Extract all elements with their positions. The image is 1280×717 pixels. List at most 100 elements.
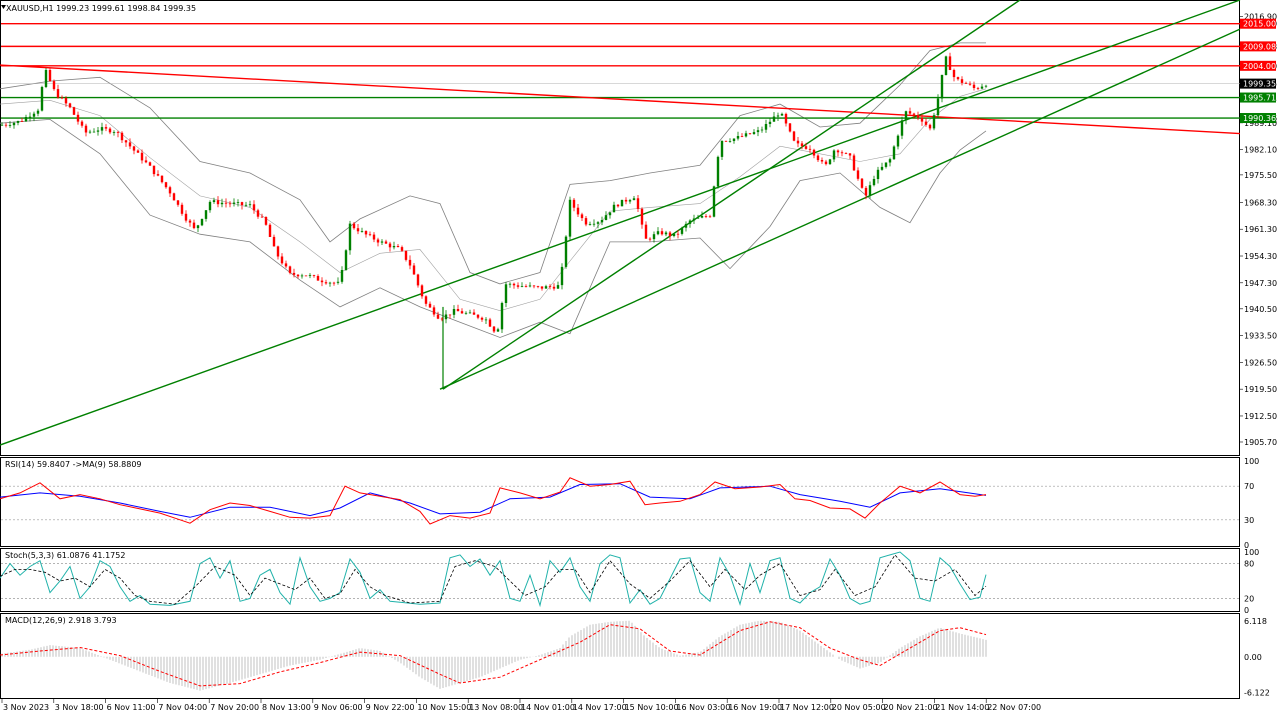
candle-bull bbox=[508, 283, 512, 285]
candle-bull bbox=[932, 115, 936, 129]
candle-bear bbox=[580, 214, 584, 219]
chart-header: XAUUSD,H1 1999.23 1999.61 1998.84 1999.3… bbox=[6, 4, 196, 13]
candle-bull bbox=[560, 266, 564, 286]
candle-bear bbox=[184, 213, 188, 221]
candle-bear bbox=[84, 125, 88, 133]
header-dropdown-icon[interactable] bbox=[1, 5, 6, 9]
candle-bear bbox=[164, 182, 168, 188]
candle-bear bbox=[116, 132, 120, 133]
candle-bear bbox=[836, 150, 840, 153]
candle-bear bbox=[80, 121, 84, 126]
trendlines bbox=[0, 0, 1241, 446]
candle-bear bbox=[792, 131, 796, 141]
rsi-ma-line bbox=[0, 483, 987, 518]
candle-bull bbox=[248, 204, 252, 206]
candle-bear bbox=[956, 77, 960, 80]
time-tick-label: 22 Nov 07:00 bbox=[987, 703, 1041, 712]
candle-bear bbox=[804, 146, 808, 149]
candle-bull bbox=[652, 234, 656, 240]
rsi-tick-label: 70 bbox=[1244, 482, 1254, 491]
candle-bear bbox=[548, 286, 552, 287]
candle-bear bbox=[20, 121, 24, 122]
candle-bear bbox=[640, 208, 644, 225]
candle-bear bbox=[576, 207, 580, 215]
candle-bull bbox=[100, 127, 104, 131]
candle-bear bbox=[840, 152, 844, 154]
candle-bull bbox=[904, 111, 908, 121]
candle-bear bbox=[280, 256, 284, 264]
candle-bear bbox=[476, 314, 480, 318]
candle-bear bbox=[460, 311, 464, 314]
macd-tick-label: 6.118 bbox=[1244, 617, 1267, 626]
candle-bear bbox=[820, 160, 824, 162]
candle-bear bbox=[908, 111, 912, 114]
candle-bull bbox=[96, 130, 100, 132]
candle-bull bbox=[680, 227, 684, 234]
candle-bear bbox=[316, 276, 320, 281]
candle-bear bbox=[748, 133, 752, 135]
candle-bear bbox=[856, 170, 860, 179]
candle-bear bbox=[76, 114, 80, 122]
candle-bull bbox=[12, 122, 16, 126]
candle-bear bbox=[396, 246, 400, 247]
candle-bear bbox=[228, 203, 232, 205]
candle-bear bbox=[416, 274, 420, 286]
candle-bear bbox=[816, 155, 820, 161]
time-tick-label: 20 Nov 05:00 bbox=[832, 703, 886, 712]
price-tick-label: 1982.10 bbox=[1244, 146, 1277, 155]
candle-bull bbox=[696, 217, 700, 219]
candle-bull bbox=[500, 303, 504, 330]
candle-bear bbox=[252, 204, 256, 211]
candle-bear bbox=[864, 187, 868, 196]
candle-bear bbox=[356, 228, 360, 232]
rsi-axis: 100 70 30 0 bbox=[1244, 457, 1259, 550]
main-panel-frame bbox=[0, 0, 1240, 456]
candle-bull bbox=[8, 125, 12, 126]
candle-bear bbox=[860, 178, 864, 188]
candle-bull bbox=[36, 110, 40, 114]
candle-bull bbox=[564, 236, 568, 267]
candle-bull bbox=[196, 225, 200, 229]
level-label-box bbox=[1240, 18, 1276, 29]
candle-bear bbox=[132, 146, 136, 151]
macd-axis: 6.118 0.00 -6.122 bbox=[1244, 617, 1270, 697]
candle-bull bbox=[760, 129, 764, 131]
candle-bull bbox=[612, 204, 616, 213]
candle-bull bbox=[756, 130, 760, 133]
candle-bull bbox=[380, 241, 384, 243]
trendline-3 bbox=[442, 0, 1021, 390]
time-tick-label: 7 Nov 04:00 bbox=[158, 703, 207, 712]
candle-bear bbox=[456, 309, 460, 312]
candle-bear bbox=[284, 263, 288, 267]
candle-bull bbox=[672, 233, 676, 236]
candle-bear bbox=[168, 187, 172, 194]
candle-bear bbox=[108, 128, 112, 133]
main-panel: 2016.902015.00 2009.08 2004.00 1999.35 1995.… bbox=[0, 0, 1277, 447]
candle-bull bbox=[772, 116, 776, 122]
candle-bear bbox=[536, 286, 540, 287]
price-tick-label: 1933.50 bbox=[1244, 332, 1277, 341]
candle-bear bbox=[172, 193, 176, 201]
candle-bear bbox=[848, 153, 852, 156]
candle-bear bbox=[304, 275, 308, 277]
time-tick-label: 16 Nov 03:00 bbox=[676, 703, 730, 712]
candle-bear bbox=[60, 97, 64, 99]
candle-bear bbox=[240, 202, 244, 205]
time-tick-label: 3 Nov 2023 bbox=[3, 703, 49, 712]
level-label-text: 2015.00 bbox=[1243, 20, 1276, 29]
candle-bull bbox=[32, 113, 36, 117]
candle-bear bbox=[192, 222, 196, 229]
stoch-header: Stoch(5,3,3) 61.0876 41.1752 bbox=[5, 551, 125, 560]
candle-bull bbox=[348, 223, 352, 251]
candle-bear bbox=[296, 274, 300, 277]
candle-bear bbox=[924, 121, 928, 125]
candle-bull bbox=[880, 166, 884, 170]
price-tick-label: 1961.30 bbox=[1244, 225, 1277, 234]
candle-bear bbox=[524, 286, 528, 287]
current-price-text: 1999.35 bbox=[1243, 80, 1276, 89]
candle-bear bbox=[512, 283, 516, 286]
candle-bull bbox=[308, 275, 312, 276]
candles bbox=[0, 52, 988, 333]
candle-bull bbox=[336, 281, 340, 283]
